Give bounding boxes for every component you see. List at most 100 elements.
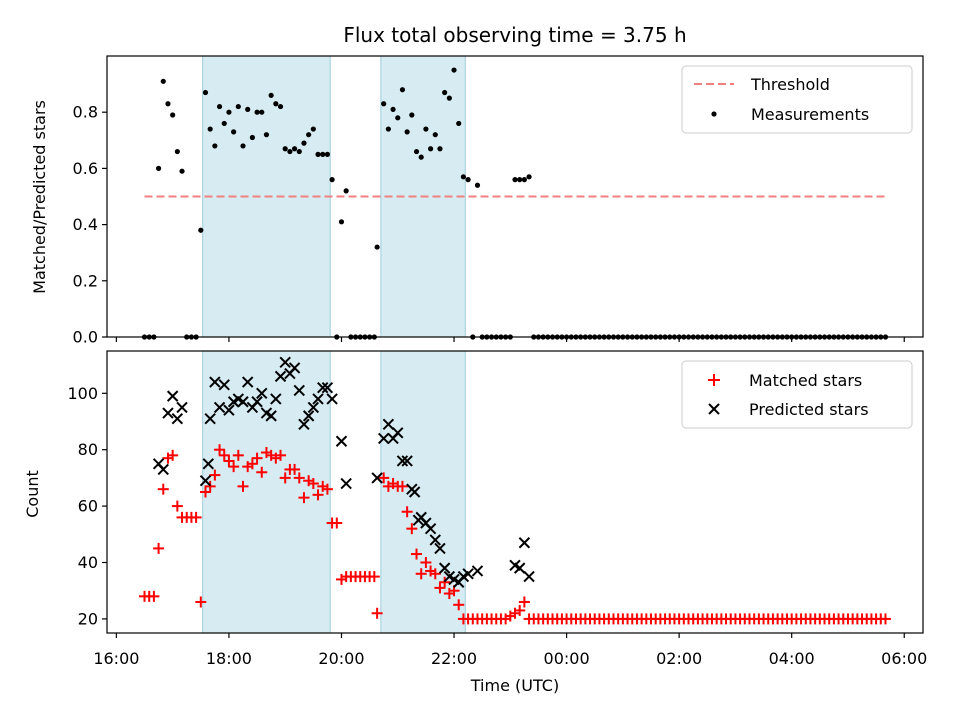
top-y-axis: 0.0 0.2 0.4 0.6 0.8	[73, 103, 107, 347]
bottom-y-tick-label: 100	[67, 384, 98, 403]
matched-star-point	[279, 472, 291, 484]
matched-star-point	[368, 571, 380, 583]
x-tick-label: 06:00	[881, 649, 927, 668]
top-y-tick-label: 0.6	[73, 159, 98, 178]
predicted-star-point	[256, 387, 268, 400]
legend-matched-swatch	[708, 374, 720, 386]
bottom-legend: Matched stars Predicted stars	[681, 360, 913, 429]
measurement-point	[324, 151, 331, 157]
matched-star-point	[157, 483, 169, 495]
matched-star-point	[420, 557, 432, 568]
matched-star-point	[298, 492, 310, 504]
measurement-point	[249, 134, 255, 141]
predicted-star-point	[307, 401, 320, 414]
measurement-point	[231, 129, 237, 135]
bottom-y-tick-label: 80	[78, 440, 98, 459]
bottom-shaded-region-1	[202, 350, 331, 634]
predicted-star-point	[326, 393, 338, 405]
measurement-point	[226, 109, 232, 115]
measurement-point	[446, 95, 452, 101]
predicted-star-point	[157, 463, 169, 476]
predicted-star-point	[340, 477, 352, 490]
top-y-tick-label: 0.4	[73, 215, 98, 234]
measurement-point	[207, 126, 213, 132]
bottom-y-axis-label: Count	[23, 470, 42, 518]
measurement-point	[170, 112, 176, 118]
measurement-point	[259, 109, 265, 115]
x-tick-label: 16:00	[93, 649, 139, 668]
matched-star-point	[171, 500, 183, 512]
top-y-tick-label: 0.8	[73, 103, 98, 122]
predicted-star-point	[396, 455, 409, 467]
matched-star-point	[415, 568, 427, 580]
matched-star-point	[378, 472, 390, 484]
measurement-point	[296, 148, 302, 155]
predicted-star-point	[166, 390, 179, 402]
matched-star-point	[275, 449, 287, 461]
matched-star-point	[195, 596, 207, 608]
top-x-axis	[115, 337, 905, 342]
matched-star-point	[246, 458, 258, 470]
measurement-point	[521, 177, 527, 183]
measurement-point	[165, 101, 171, 107]
matched-star-point	[879, 613, 891, 625]
predicted-star-point	[218, 379, 230, 391]
legend-predicted-swatch	[708, 403, 720, 415]
measurement-point	[460, 174, 467, 180]
predicted-star-point	[209, 376, 221, 388]
matched-star-point	[396, 480, 408, 492]
predicted-star-point	[321, 381, 334, 394]
matched-star-point	[453, 599, 465, 611]
predicted-star-point	[371, 472, 383, 484]
measurement-point	[512, 177, 518, 183]
top-shaded-regions	[202, 55, 466, 338]
matched-star-point	[237, 480, 249, 492]
matched-star-point	[293, 472, 305, 484]
bottom-y-tick-label: 20	[78, 609, 98, 628]
matched-star-point	[312, 489, 324, 501]
matched-star-point	[401, 506, 413, 518]
matched-star-point	[232, 449, 244, 461]
measurement-point	[399, 87, 406, 93]
top-y-tick-label: 0.0	[73, 328, 98, 347]
measurement-point	[423, 126, 429, 132]
measurement-point	[310, 126, 316, 132]
top-legend-box	[681, 65, 913, 134]
measurement-point	[254, 109, 260, 115]
predicted-star-point	[513, 562, 526, 574]
measurement-point	[268, 92, 274, 98]
legend-measurements-label: Measurements	[751, 105, 869, 124]
measurement-point	[374, 244, 380, 250]
measurement-point	[442, 89, 448, 96]
predicted-star-point	[202, 458, 215, 470]
predicted-star-point	[293, 384, 305, 397]
measurement-point	[456, 120, 462, 127]
predicted-star-point	[204, 412, 216, 425]
predicted-star-point	[298, 418, 310, 431]
bottom-y-tick-label: 40	[78, 553, 98, 572]
matched-star-point	[223, 455, 235, 467]
matched-star-point	[148, 590, 160, 602]
matched-star-point	[439, 576, 451, 588]
legend-threshold-label: Threshold	[750, 75, 830, 94]
predicted-star-point	[523, 570, 535, 583]
bottom-legend-box	[681, 360, 913, 429]
predicted-star-point	[401, 455, 413, 467]
bottom-y-axis: 20 40 60 80 100	[67, 384, 107, 628]
matched-star-point	[331, 517, 343, 529]
matched-star-point	[251, 452, 263, 464]
measurement-point	[277, 103, 284, 110]
predicted-star-point	[288, 362, 301, 374]
measurement-point	[395, 115, 401, 121]
matched-star-point	[406, 523, 418, 535]
measurement-point	[338, 219, 345, 225]
measurement-point	[320, 151, 326, 157]
matched-star-point	[153, 542, 165, 554]
predicted-star-point	[317, 381, 329, 394]
chart-title: Flux total observing time = 3.75 h	[343, 23, 686, 47]
legend-measurements-swatch	[711, 111, 717, 117]
legend-predicted-label: Predicted stars	[749, 400, 869, 419]
x-tick-label: 00:00	[544, 649, 590, 668]
top-y-axis-label: Matched/Predicted stars	[30, 100, 49, 294]
measurement-point	[329, 177, 335, 183]
